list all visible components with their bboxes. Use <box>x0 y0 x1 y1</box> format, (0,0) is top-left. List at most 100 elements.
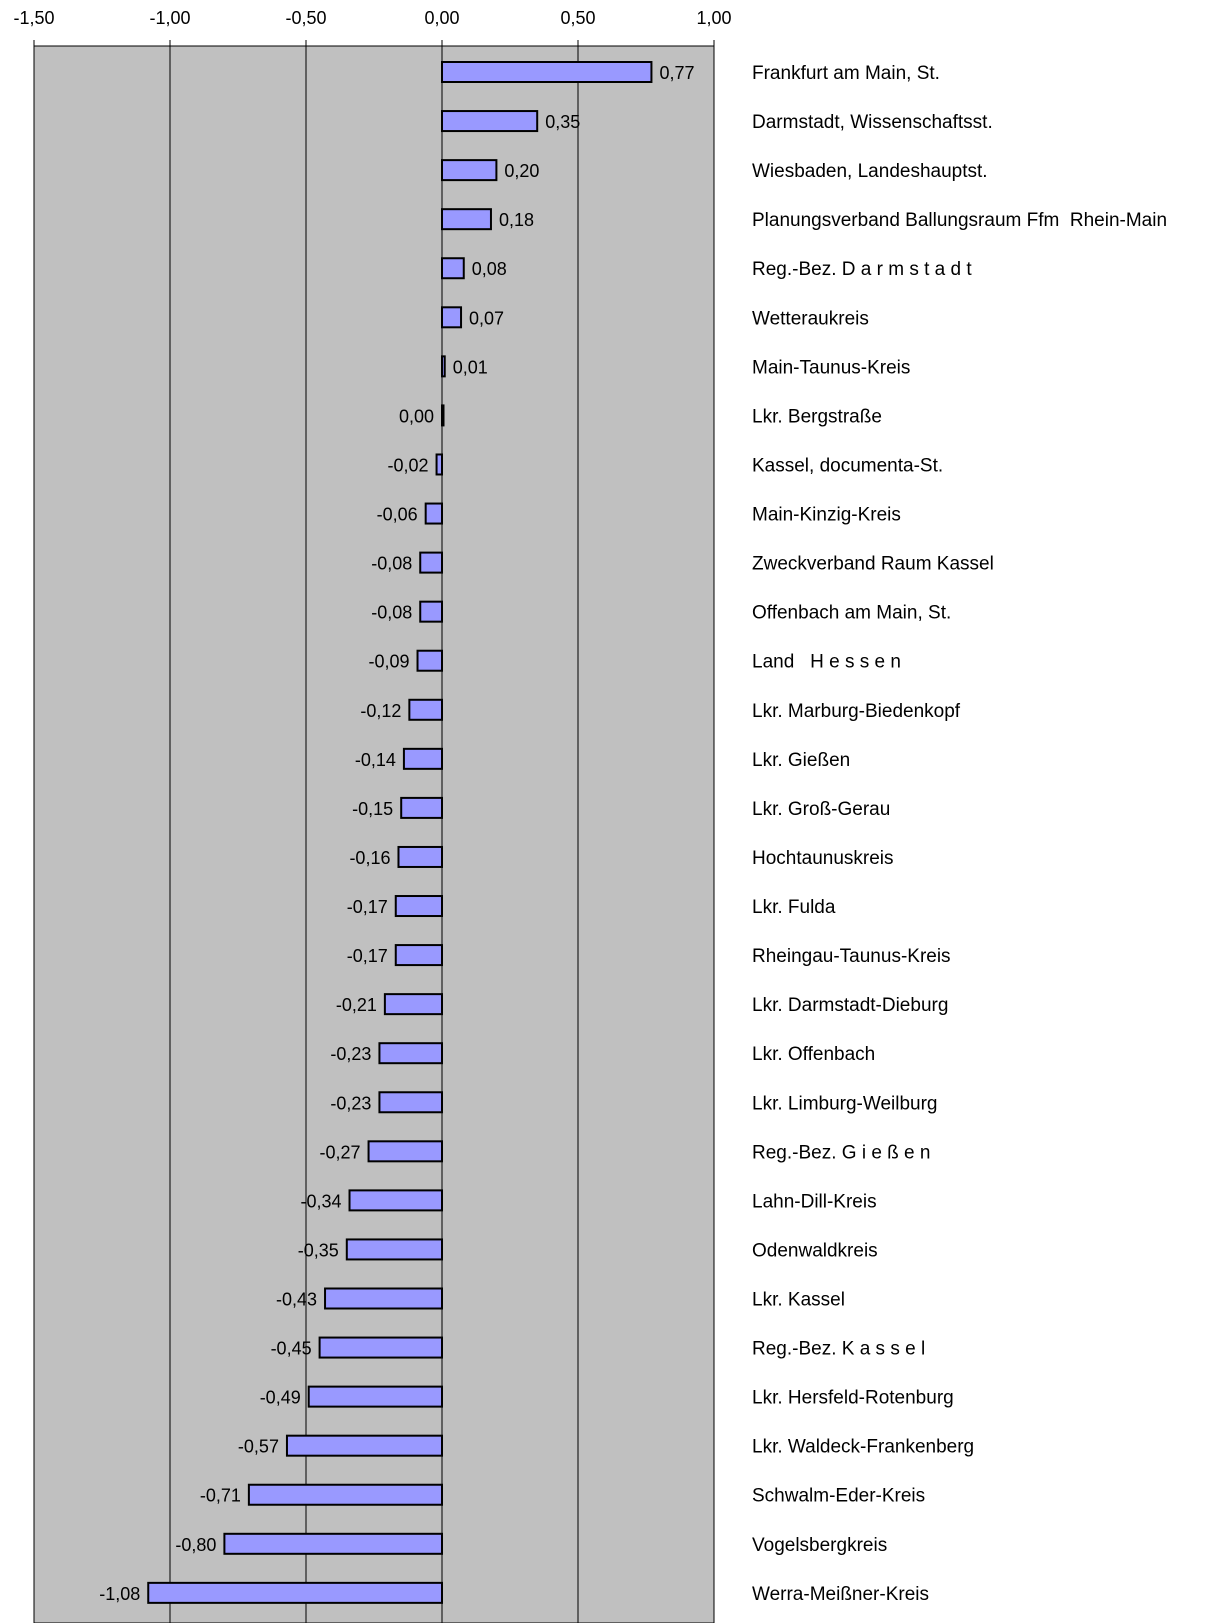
value-label: 0,08 <box>472 259 507 279</box>
value-label: 0,20 <box>504 161 539 181</box>
category-label: Kassel, documenta-St. <box>752 455 943 476</box>
value-label: -0,14 <box>355 750 396 770</box>
bar <box>378 1042 444 1065</box>
bar <box>397 845 444 868</box>
value-label: 0,00 <box>399 406 434 426</box>
value-label: -0,17 <box>347 946 388 966</box>
value-label: -0,43 <box>276 1290 317 1310</box>
bar <box>441 159 498 182</box>
bar <box>419 600 443 623</box>
bar <box>324 1287 444 1310</box>
bar <box>419 551 443 574</box>
value-label: -0,08 <box>371 603 412 623</box>
bar <box>408 698 443 721</box>
value-label: -0,16 <box>349 848 390 868</box>
value-label: -0,45 <box>271 1339 312 1359</box>
bar <box>367 1140 443 1163</box>
bar <box>441 306 463 329</box>
value-label: -0,12 <box>360 701 401 721</box>
category-label: Planungsverband Ballungsraum Ffm Rhein-M… <box>752 210 1167 231</box>
bar <box>285 1434 443 1457</box>
category-label: Lkr. Gießen <box>752 750 850 771</box>
category-label: Lkr. Limburg-Weilburg <box>752 1093 938 1114</box>
x-tick-label: -1,00 <box>149 8 190 28</box>
category-label: Main-Kinzig-Kreis <box>752 505 901 526</box>
value-label: -0,71 <box>200 1486 241 1506</box>
category-label: Lkr. Fulda <box>752 897 836 918</box>
value-label: 0,77 <box>659 63 694 83</box>
value-label: -0,49 <box>260 1388 301 1408</box>
category-label: Reg.-Bez. D a r m s t a d t <box>752 259 972 280</box>
value-label: -0,17 <box>347 897 388 917</box>
category-label: Lkr. Groß-Gerau <box>752 799 890 820</box>
category-label: Vogelsbergkreis <box>752 1535 887 1556</box>
category-label: Wiesbaden, Landeshauptst. <box>752 161 988 182</box>
value-label: -0,21 <box>336 995 377 1015</box>
category-label: Lkr. Hersfeld-Rotenburg <box>752 1388 954 1409</box>
category-label: Frankfurt am Main, St. <box>752 63 940 84</box>
bar <box>435 453 443 476</box>
value-label: -1,08 <box>99 1584 140 1604</box>
value-label: -0,57 <box>238 1437 279 1457</box>
category-label: Wetteraukreis <box>752 308 869 329</box>
category-label: Lkr. Kassel <box>752 1290 845 1311</box>
category-labels: Frankfurt am Main, St. Darmstadt, Wissens… <box>752 63 1167 1605</box>
category-label: Odenwaldkreis <box>752 1240 878 1261</box>
category-label: Offenbach am Main, St. <box>752 603 951 624</box>
category-label: Werra-Meißner-Kreis <box>752 1584 929 1605</box>
bar <box>307 1385 443 1408</box>
x-tick-label: 1,00 <box>696 8 731 28</box>
value-labels: 0,77 0,35 0,20 0,18 0,08 0,07 0,01 0,00 -0,02 -0,… <box>99 63 694 1604</box>
bar <box>223 1532 443 1555</box>
bar <box>402 747 444 770</box>
value-label: -0,23 <box>330 1093 371 1113</box>
value-label: -0,02 <box>388 455 429 475</box>
bar <box>348 1189 443 1212</box>
bar <box>441 110 539 133</box>
x-tick-label: 0,00 <box>424 8 459 28</box>
bar <box>394 895 444 918</box>
category-label: Reg.-Bez. G i e ß e n <box>752 1142 930 1163</box>
value-label: -0,09 <box>368 652 409 672</box>
bar <box>378 1091 444 1114</box>
category-label: Land H e s s e n <box>752 652 901 673</box>
category-label: Hochtaunuskreis <box>752 848 894 869</box>
x-tick-label: 0,50 <box>560 8 595 28</box>
value-label: -0,23 <box>330 1044 371 1064</box>
bar <box>416 649 443 672</box>
value-label: 0,01 <box>453 357 488 377</box>
bar <box>394 944 444 967</box>
bar <box>441 61 653 83</box>
category-label: Reg.-Bez. K a s s e l <box>752 1339 925 1360</box>
category-label: Lkr. Offenbach <box>752 1044 875 1065</box>
category-label: Schwalm-Eder-Kreis <box>752 1486 925 1507</box>
value-label: -0,80 <box>175 1535 216 1555</box>
category-label: Rheingau-Taunus-Kreis <box>752 946 951 967</box>
value-label: 0,07 <box>469 308 504 328</box>
category-label: Lkr. Darmstadt-Dieburg <box>752 995 948 1016</box>
bar <box>400 796 444 819</box>
bar <box>383 993 444 1016</box>
x-tick-label: -0,50 <box>285 8 326 28</box>
value-label: -0,08 <box>371 554 412 574</box>
category-label: Lkr. Marburg-Biedenkopf <box>752 701 961 722</box>
x-axis: -1,50 -1,00 -0,50 0,00 0,50 1,00 <box>13 8 732 47</box>
bar <box>441 355 446 378</box>
bar <box>318 1336 444 1359</box>
value-label: -0,35 <box>298 1240 339 1260</box>
value-label: -0,06 <box>377 505 418 525</box>
value-label: -0,34 <box>300 1191 341 1211</box>
bar <box>424 502 443 525</box>
value-label: 0,35 <box>545 112 580 132</box>
bar <box>441 404 445 427</box>
value-label: -0,15 <box>352 799 393 819</box>
bar <box>441 257 465 280</box>
bar <box>247 1483 443 1506</box>
x-tick-label: -1,50 <box>13 8 54 28</box>
value-label: 0,18 <box>499 210 534 230</box>
bar <box>345 1238 443 1261</box>
value-label: -0,27 <box>320 1142 361 1162</box>
bar <box>441 208 492 231</box>
category-label: Darmstadt, Wissenschaftsst. <box>752 112 993 133</box>
